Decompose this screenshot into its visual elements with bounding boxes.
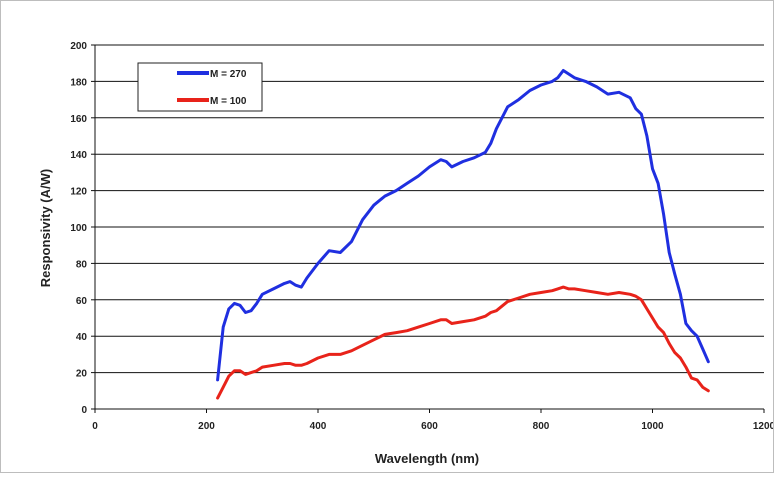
ytick-label-20: 20 (76, 369, 88, 380)
ytick-label-60: 60 (76, 296, 88, 307)
axis-layer (91, 44, 765, 413)
series-line-m100 (216, 285, 710, 400)
ytick-label-40: 40 (76, 332, 88, 343)
ytick-label-180: 180 (70, 77, 87, 88)
series-line-m270 (216, 69, 710, 382)
ytick-label-160: 160 (70, 114, 87, 125)
xtick-label-200: 200 (198, 421, 215, 432)
xtick-label-400: 400 (310, 421, 327, 432)
ytick-label-200: 200 (70, 41, 87, 52)
ytick-label-100: 100 (70, 223, 87, 234)
xtick-label-800: 800 (533, 421, 550, 432)
grid-layer (95, 44, 764, 410)
x-axis-title: Wavelength (nm) (375, 451, 479, 466)
legend: M = 270 M = 100 (137, 62, 263, 112)
ytick-label-140: 140 (70, 150, 87, 161)
tick-label-layer: 0 20 40 60 80 100 120 140 160 180 200 0 200 400 600 800… (70, 41, 774, 432)
ytick-label-120: 120 (70, 187, 87, 198)
ytick-label-80: 80 (76, 259, 88, 270)
xtick-label-1000: 1000 (641, 421, 664, 432)
y-axis-title: Responsivity (A/W) (38, 169, 53, 287)
xtick-label-1200: 1200 (753, 421, 773, 432)
legend-label-m270: M = 270 (210, 69, 247, 80)
legend-label-m100: M = 100 (210, 96, 247, 107)
xtick-label-0: 0 (92, 421, 98, 432)
series-layer (216, 69, 710, 400)
xtick-label-600: 600 (421, 421, 438, 432)
ytick-label-0: 0 (81, 405, 87, 416)
